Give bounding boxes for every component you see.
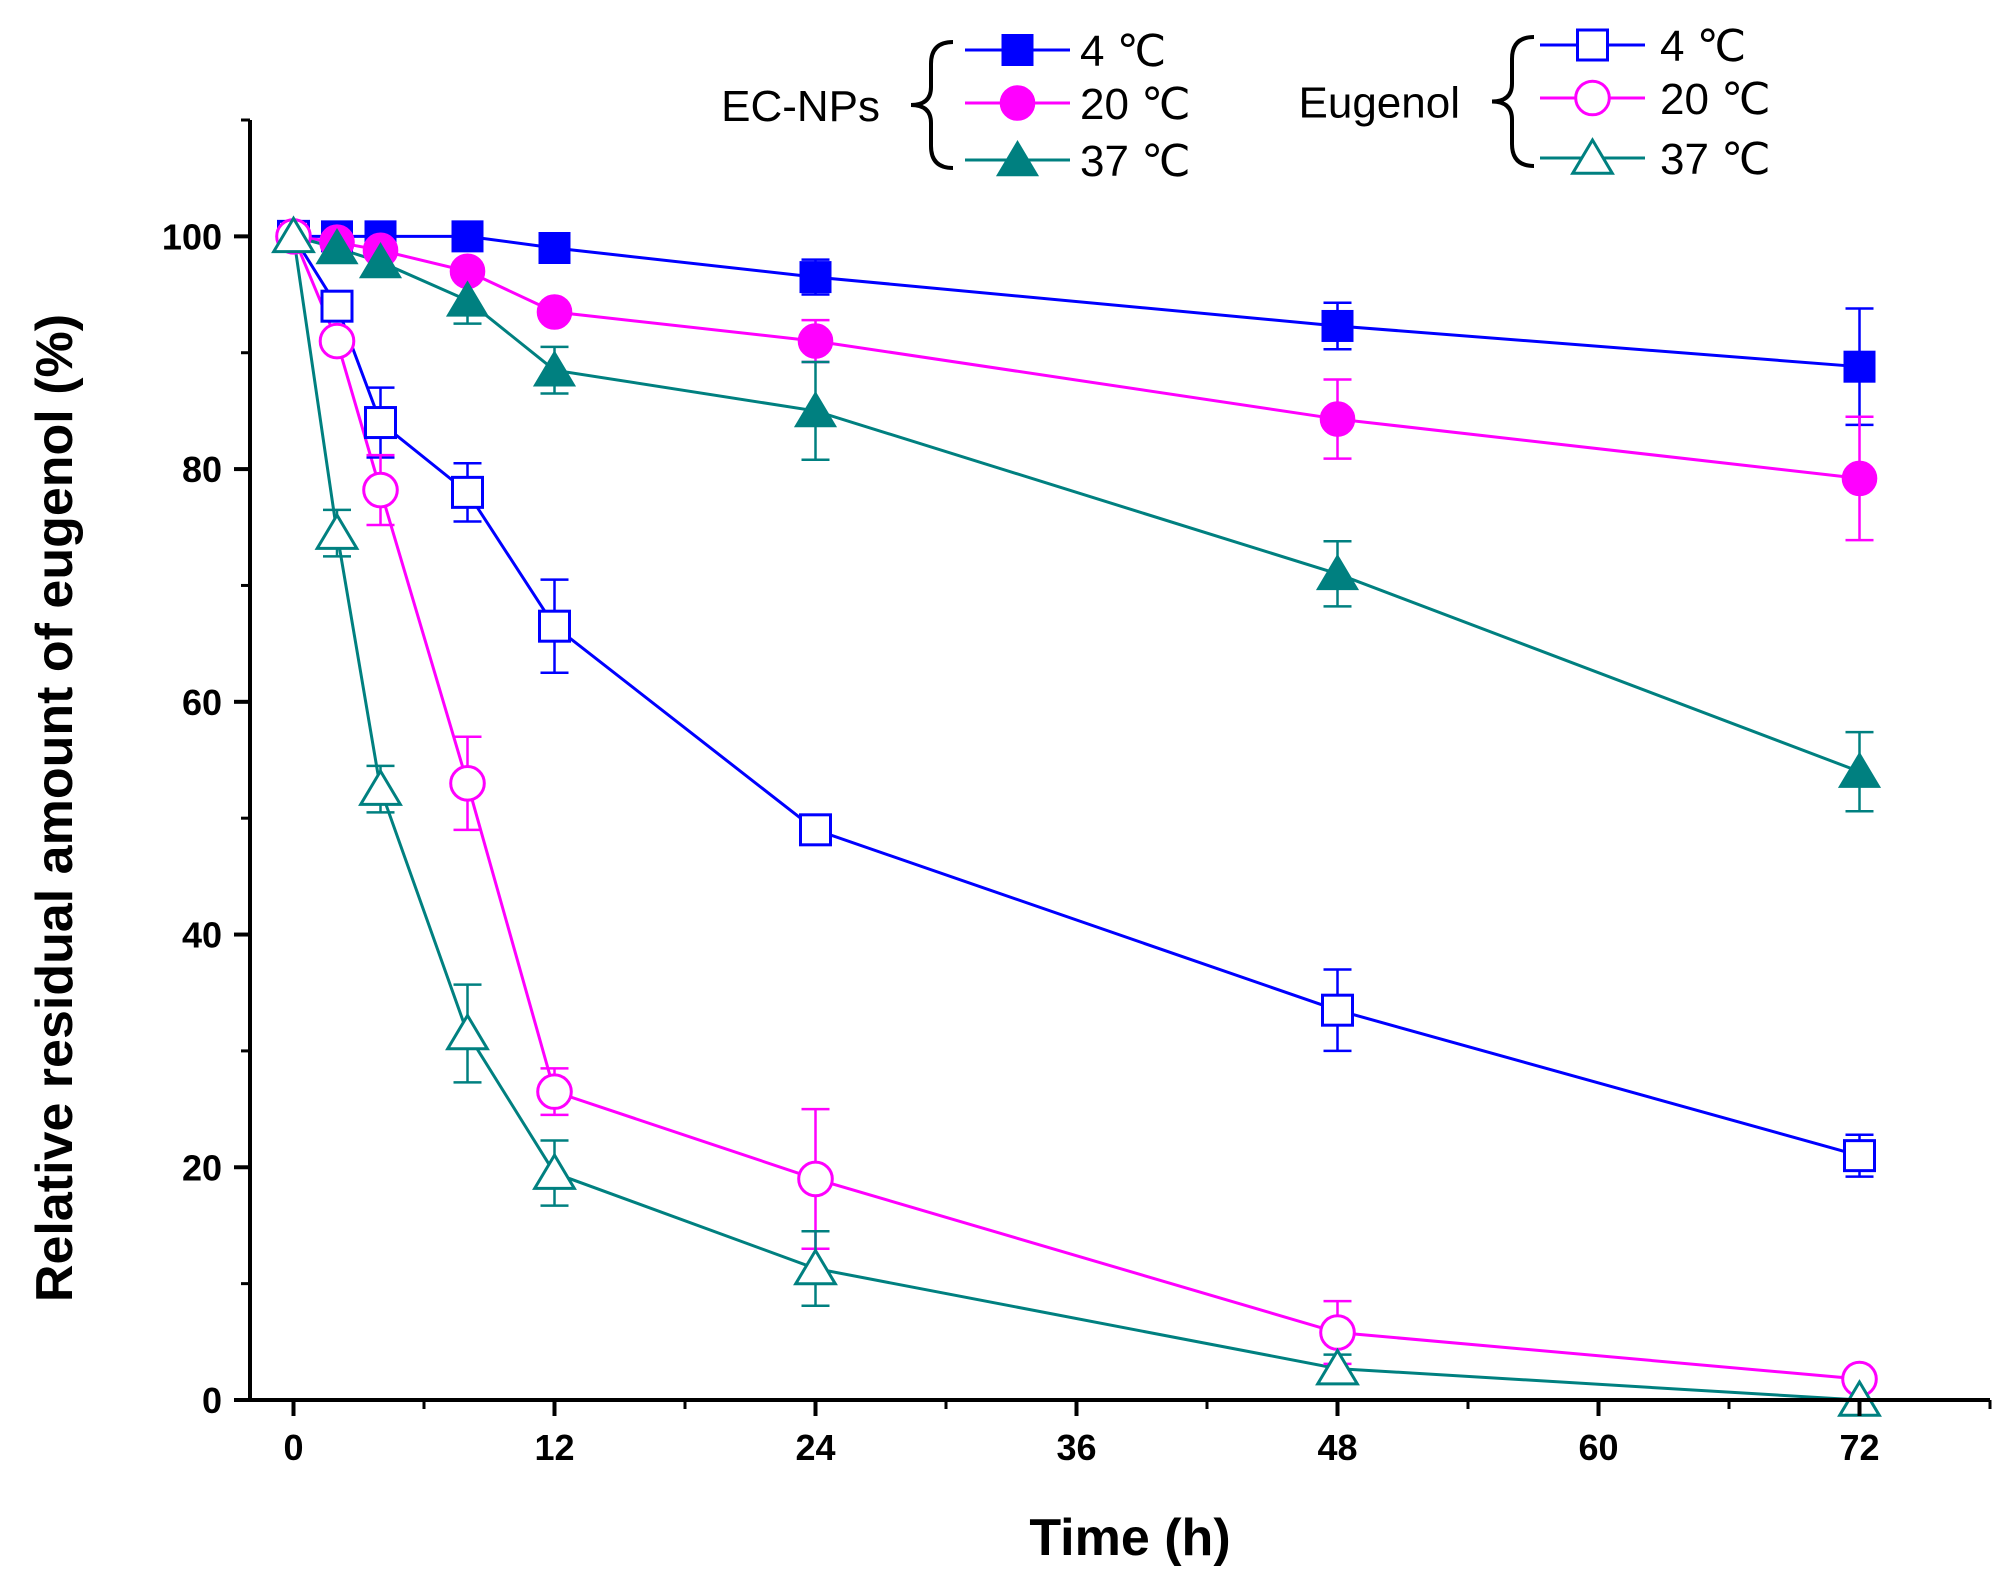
data-point [314,512,360,550]
data-point [797,323,834,359]
series-line [292,235,1860,1158]
legend-group-label: Eugenol [1299,79,1460,128]
legend-marker [1570,137,1615,175]
x-tick-label: 12 [534,1427,574,1468]
legend-entry-label: 20 ℃ [1660,75,1771,124]
data-point [799,813,832,847]
data-point [1319,401,1356,437]
legend-marker [1001,34,1034,66]
data-point [1319,1314,1356,1351]
series-line [293,234,1861,774]
legend-entry-label: 4 ℃ [1660,22,1746,71]
x-axis-title: Time (h) [1029,1509,1230,1567]
legend-entry-label: 37 ℃ [1660,135,1771,184]
legend-marker [995,140,1040,177]
error-bars [323,235,1874,1384]
data-point [799,261,832,294]
x-tick-label: 0 [283,1427,303,1468]
series-line [292,236,1860,1402]
axes: 0 20 40 60 80 100 0 12 24 36 48 60 72 [162,118,1992,1468]
data-point [532,1152,577,1190]
y-tick-label: 20 [182,1147,222,1188]
data-point [315,228,359,265]
data-point [797,1160,834,1198]
y-axis-title: Relative residual amount of eugenol (%) [26,314,84,1302]
legend-group-label: EC-NPs [721,82,880,131]
data-point [318,322,356,360]
y-tick-label: 40 [182,915,222,956]
series-line [293,234,1860,480]
data-point [362,471,399,509]
data-point [451,475,484,509]
legend-brace [910,40,954,170]
data-point [451,220,484,253]
data-point [1843,350,1876,383]
data-point [358,242,403,279]
legend-marker [1576,28,1609,62]
data-point [271,215,316,254]
series-markers [271,215,1882,1417]
legend-brace [1491,35,1535,168]
data-point [538,609,571,643]
series-line [293,234,1860,369]
series-lines [292,234,1861,1402]
series-line [292,235,1860,1381]
legend-entry-label: 4 ℃ [1080,27,1166,76]
x-tick-label: 48 [1317,1427,1357,1468]
x-tick-label: 72 [1839,1427,1879,1468]
data-point [364,406,397,440]
data-point [538,232,571,264]
y-tick-label: 0 [202,1380,222,1421]
x-tick-label: 24 [795,1427,835,1468]
data-point [1843,1139,1876,1173]
data-point [1315,1347,1360,1386]
y-tick-label: 60 [182,682,222,723]
data-point [445,1012,490,1051]
data-point [320,289,354,323]
data-point [1321,309,1354,342]
data-point [358,768,403,806]
data-point [445,280,490,317]
data-point [793,1247,838,1286]
legend-marker [999,85,1036,121]
data-point [1837,751,1882,788]
data-point [536,294,573,330]
data-point [1321,993,1354,1027]
legend-entry-label: 20 ℃ [1080,80,1191,129]
x-tick-label: 60 [1578,1427,1618,1468]
x-tick-label: 36 [1056,1427,1096,1468]
data-point [532,350,577,387]
data-point [1315,553,1360,591]
data-point [1841,460,1878,497]
data-point [536,1073,573,1110]
legend-entry-label: 37 ℃ [1080,137,1191,186]
y-tick-label: 100 [162,216,222,257]
y-tick-label: 80 [182,449,222,490]
data-point [793,390,838,428]
legend-marker [1574,79,1611,117]
data-point [449,764,486,802]
